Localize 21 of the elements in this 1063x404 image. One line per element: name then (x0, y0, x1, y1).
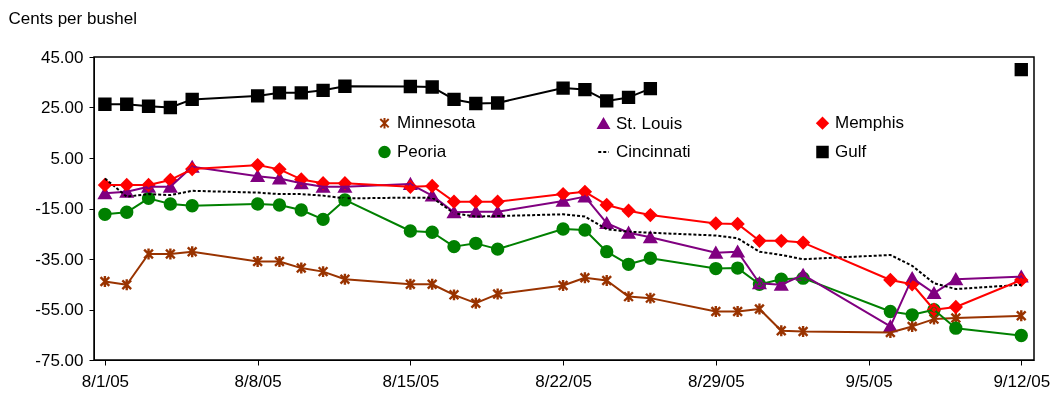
y-tick-label: 45.00 (40, 47, 84, 67)
legend-label: Minnesota (397, 113, 476, 133)
y-axis-title: Cents per bushel (8, 8, 138, 28)
legend-label: Cincinnati (616, 142, 691, 162)
y-tick-label: -15.00 (35, 199, 84, 218)
y-tick-label: -55.00 (35, 300, 84, 319)
x-tick-label: 8/8/05 (234, 371, 282, 391)
x-tick-label: 9/12/05 (993, 371, 1051, 391)
legend-label: Peoria (397, 142, 447, 162)
x-tick-label: 8/29/05 (687, 371, 745, 391)
x-tick-label: 8/22/05 (535, 371, 592, 391)
y-tick-label: -75.00 (35, 350, 84, 370)
legend-label: Gulf (835, 142, 867, 162)
y-tick-label: 25.00 (40, 98, 84, 117)
y-tick-label: -35.00 (35, 249, 84, 269)
legend-label: St. Louis (616, 113, 683, 133)
x-tick-label: 9/5/05 (845, 371, 893, 391)
legend-label: Memphis (835, 113, 904, 133)
y-tick-label: 5.00 (50, 148, 84, 168)
x-tick-label: 8/1/05 (81, 371, 130, 391)
x-tick-label: 8/15/05 (382, 371, 440, 391)
